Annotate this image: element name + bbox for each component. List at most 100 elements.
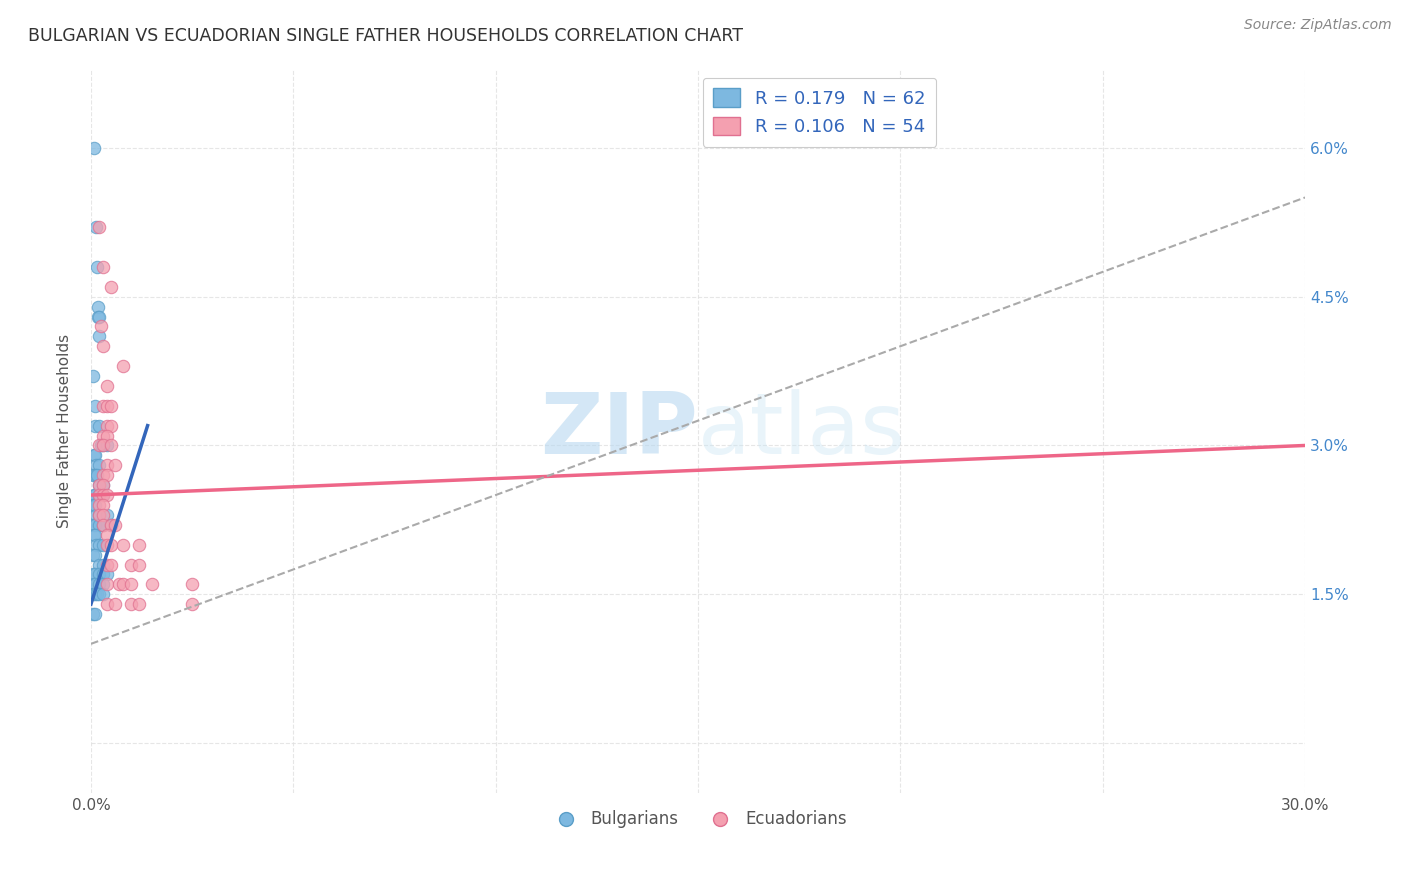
Point	[104, 458, 127, 473]
Point	[96, 399, 118, 413]
Point	[87, 508, 110, 522]
Point	[100, 418, 122, 433]
Point	[84, 517, 107, 532]
Point	[96, 577, 118, 591]
Point	[112, 577, 135, 591]
Point	[87, 310, 110, 324]
Point	[96, 428, 118, 442]
Point	[91, 517, 114, 532]
Point	[90, 438, 112, 452]
Point	[141, 577, 163, 591]
Point	[90, 319, 112, 334]
Point	[112, 538, 135, 552]
Point	[87, 508, 110, 522]
Point	[91, 488, 114, 502]
Point	[96, 379, 118, 393]
Point	[91, 498, 114, 512]
Point	[91, 538, 114, 552]
Text: BULGARIAN VS ECUADORIAN SINGLE FATHER HOUSEHOLDS CORRELATION CHART: BULGARIAN VS ECUADORIAN SINGLE FATHER HO…	[28, 27, 744, 45]
Point	[120, 577, 142, 591]
Point	[84, 607, 107, 621]
Point	[108, 577, 131, 591]
Point	[91, 567, 114, 582]
Point	[82, 567, 104, 582]
Point	[87, 517, 110, 532]
Point	[84, 548, 107, 562]
Point	[96, 597, 118, 611]
Point	[83, 449, 105, 463]
Point	[100, 399, 122, 413]
Point	[100, 538, 122, 552]
Point	[82, 369, 104, 384]
Point	[82, 468, 104, 483]
Point	[128, 538, 150, 552]
Point	[84, 458, 107, 473]
Point	[82, 548, 104, 562]
Point	[91, 478, 114, 492]
Point	[84, 567, 107, 582]
Point	[96, 558, 118, 572]
Point	[84, 220, 107, 235]
Point	[84, 527, 107, 541]
Point	[87, 220, 110, 235]
Text: atlas: atlas	[697, 389, 905, 472]
Point	[91, 438, 114, 452]
Point	[87, 587, 110, 601]
Point	[96, 418, 118, 433]
Point	[100, 558, 122, 572]
Point	[87, 488, 110, 502]
Text: ZIP: ZIP	[540, 389, 697, 472]
Point	[91, 468, 114, 483]
Point	[82, 517, 104, 532]
Point	[91, 438, 114, 452]
Point	[87, 329, 110, 343]
Point	[87, 478, 110, 492]
Point	[91, 488, 114, 502]
Point	[87, 558, 110, 572]
Point	[96, 458, 118, 473]
Point	[82, 607, 104, 621]
Point	[82, 587, 104, 601]
Point	[96, 567, 118, 582]
Point	[112, 359, 135, 373]
Point	[100, 517, 122, 532]
Point	[87, 567, 110, 582]
Point	[91, 339, 114, 353]
Point	[91, 577, 114, 591]
Point	[84, 399, 107, 413]
Point	[84, 587, 107, 601]
Point	[86, 587, 108, 601]
Point	[96, 538, 118, 552]
Point	[96, 508, 118, 522]
Point	[96, 527, 118, 541]
Point	[128, 597, 150, 611]
Point	[181, 577, 204, 591]
Point	[128, 558, 150, 572]
Point	[91, 508, 114, 522]
Point	[84, 508, 107, 522]
Point	[104, 517, 127, 532]
Point	[86, 260, 108, 274]
Point	[86, 468, 108, 483]
Point	[96, 438, 118, 452]
Point	[104, 597, 127, 611]
Point	[87, 577, 110, 591]
Point	[91, 260, 114, 274]
Point	[87, 438, 110, 452]
Point	[120, 558, 142, 572]
Point	[87, 488, 110, 502]
Point	[100, 438, 122, 452]
Point	[91, 587, 114, 601]
Y-axis label: Single Father Households: Single Father Households	[58, 334, 72, 528]
Point	[83, 488, 105, 502]
Legend: Bulgarians, Ecuadorians: Bulgarians, Ecuadorians	[543, 804, 853, 835]
Point	[91, 517, 114, 532]
Point	[91, 558, 114, 572]
Point	[84, 449, 107, 463]
Point	[87, 310, 110, 324]
Point	[120, 597, 142, 611]
Point	[84, 488, 107, 502]
Point	[84, 418, 107, 433]
Point	[100, 279, 122, 293]
Point	[82, 498, 104, 512]
